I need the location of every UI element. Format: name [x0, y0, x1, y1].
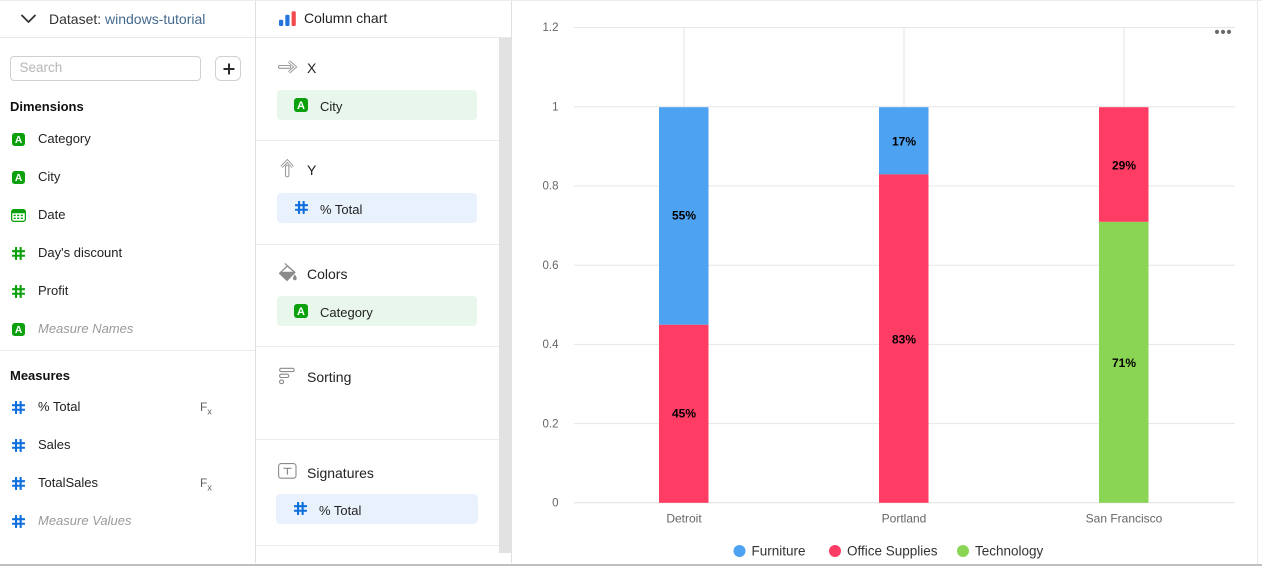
svg-text:0: 0 [552, 498, 558, 510]
svg-text:0.2: 0.2 [543, 418, 559, 430]
svg-text:29%: 29% [1112, 159, 1136, 173]
svg-text:71%: 71% [1112, 356, 1136, 370]
svg-text:0.6: 0.6 [543, 260, 559, 272]
svg-text:Office Supplies: Office Supplies [847, 544, 938, 559]
svg-text:A: A [297, 100, 305, 112]
svg-text:Technology: Technology [975, 544, 1044, 559]
svg-text:Detroit: Detroit [666, 512, 702, 526]
svg-text:83%: 83% [892, 333, 916, 347]
svg-text:A: A [15, 135, 23, 146]
svg-text:A: A [15, 173, 23, 184]
svg-text:1.2: 1.2 [543, 22, 559, 34]
svg-text:0.8: 0.8 [543, 181, 559, 193]
svg-text:55%: 55% [672, 209, 696, 223]
svg-text:17%: 17% [892, 135, 916, 149]
svg-text:A: A [297, 306, 305, 318]
svg-text:45%: 45% [672, 407, 696, 421]
svg-text:0.4: 0.4 [543, 339, 560, 351]
svg-text:San Francisco: San Francisco [1086, 512, 1163, 526]
svg-text:Furniture: Furniture [752, 544, 806, 559]
svg-text:Portland: Portland [882, 512, 927, 526]
svg-text:1: 1 [552, 101, 558, 113]
svg-text:A: A [15, 325, 23, 336]
